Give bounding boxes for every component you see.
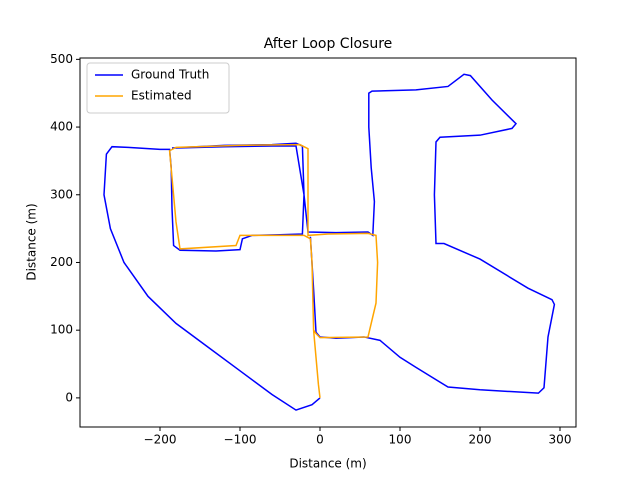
y-tick-label: 500 (50, 52, 73, 66)
y-tick-label: 200 (50, 255, 73, 269)
x-tick-label: −200 (144, 433, 177, 447)
trajectory-line (103, 73, 556, 411)
x-tick-label: 0 (316, 433, 324, 447)
x-tick-label: 300 (549, 433, 572, 447)
trajectory-line (168, 143, 379, 398)
plot-frame (79, 57, 577, 428)
x-tick-label: −100 (224, 433, 257, 447)
legend-label: Estimated (131, 89, 192, 103)
chart-title: After Loop Closure (264, 36, 393, 52)
y-tick-label: 400 (50, 120, 73, 134)
legend-label: Ground Truth (131, 68, 209, 82)
y-tick-label: 100 (50, 323, 73, 337)
x-tick-label: 200 (469, 433, 492, 447)
x-axis-label: Distance (m) (289, 457, 366, 471)
y-axis-label: Distance (m) (25, 203, 39, 280)
y-tick-label: 0 (65, 390, 73, 404)
y-tick-label: 300 (50, 187, 73, 201)
x-tick-label: 100 (389, 433, 412, 447)
